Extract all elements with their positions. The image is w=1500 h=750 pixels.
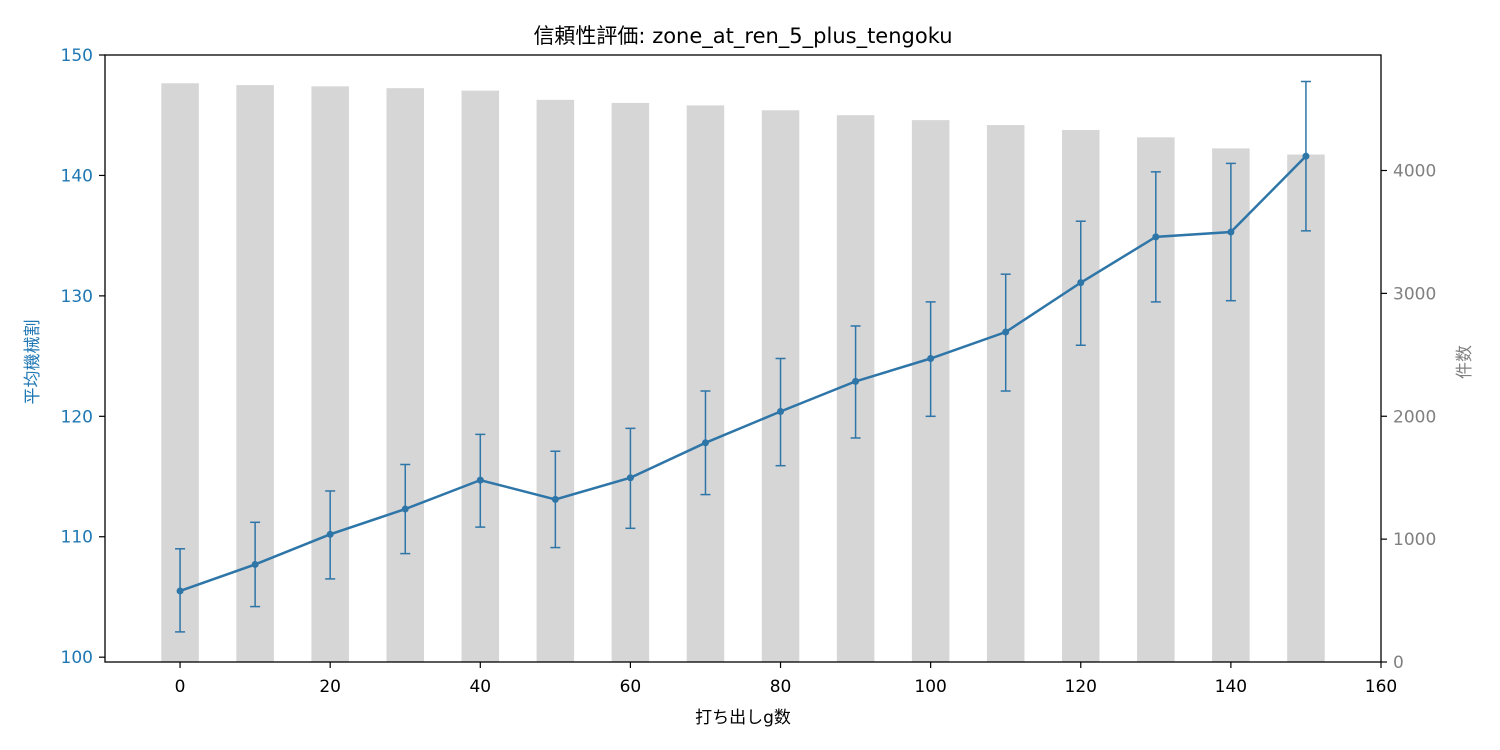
x-tick-label: 120 — [1065, 677, 1097, 697]
left-y-tick-label: 100 — [61, 648, 93, 668]
x-tick-label: 0 — [175, 677, 186, 697]
right-y-tick-label: 2000 — [1393, 407, 1436, 427]
chart-title: 信頼性評価: zone_at_ren_5_plus_tengoku — [533, 24, 952, 49]
right-y-tick-label: 3000 — [1393, 284, 1436, 304]
left-y-axis-label: 平均機械割 — [23, 320, 43, 405]
mean-point — [1227, 228, 1235, 236]
count-bar — [386, 88, 424, 662]
x-tick-label: 160 — [1365, 677, 1397, 697]
mean-point — [1302, 152, 1310, 160]
bar-series — [161, 83, 1325, 663]
mean-point — [701, 439, 709, 447]
mean-point — [476, 476, 484, 484]
right-y-tick-label: 0 — [1393, 653, 1404, 673]
right-y-tick-label: 1000 — [1393, 530, 1436, 550]
mean-point — [176, 587, 184, 595]
mean-point — [251, 560, 259, 568]
right-y-tick-label: 4000 — [1393, 162, 1436, 182]
count-bar — [1062, 129, 1100, 663]
left-y-tick-label: 130 — [61, 287, 93, 307]
mean-point — [852, 377, 860, 385]
right-y-axis-label: 件数 — [1455, 345, 1475, 379]
count-bar — [986, 125, 1025, 663]
mean-point — [1002, 328, 1010, 336]
count-bar — [1287, 154, 1325, 663]
x-axis: 0 20 40 60 80 100 120 140 160 — [175, 662, 1397, 697]
mean-line — [179, 155, 1307, 593]
line-series — [175, 80, 1311, 633]
x-tick-label: 140 — [1215, 677, 1247, 697]
mean-point — [326, 530, 334, 538]
left-y-tick-label: 140 — [61, 166, 93, 186]
right-y-axis: 0 1000 2000 3000 4000 — [1381, 162, 1436, 673]
count-bar — [611, 102, 650, 663]
x-tick-label: 80 — [770, 677, 792, 697]
x-tick-label: 60 — [620, 677, 642, 697]
x-axis-label: 打ち出しg数 — [695, 708, 791, 728]
plot-area-frame — [104, 54, 1382, 663]
count-bar — [461, 90, 500, 662]
mean-point — [1077, 279, 1085, 287]
x-tick-label: 40 — [469, 677, 491, 697]
mean-point — [777, 407, 785, 415]
mean-point — [626, 474, 634, 482]
x-tick-label: 20 — [319, 677, 341, 697]
left-y-tick-label: 120 — [61, 407, 93, 427]
mean-point — [927, 355, 935, 362]
x-tick-label: 100 — [914, 677, 946, 697]
mean-point — [401, 505, 409, 513]
left-y-axis: 100 110 120 130 140 150 — [61, 46, 105, 668]
count-bar — [536, 99, 575, 663]
mean-point — [1152, 233, 1160, 241]
left-y-tick-label: 150 — [61, 46, 93, 66]
left-y-tick-label: 110 — [61, 528, 93, 548]
count-bar — [686, 105, 725, 662]
mean-point — [551, 495, 559, 503]
